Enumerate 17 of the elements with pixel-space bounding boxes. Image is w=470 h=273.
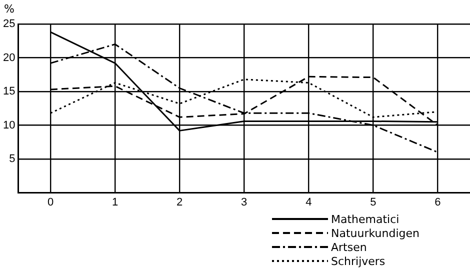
x-tick-label: 6 — [434, 196, 441, 208]
x-tick-label: 2 — [176, 196, 183, 208]
y-tick-label: 25 — [2, 18, 16, 30]
y-axis-title: % — [4, 2, 14, 16]
legend-label: Schrijvers — [331, 254, 386, 268]
legend-label: Mathematici — [331, 212, 400, 226]
legend-label: Artsen — [331, 240, 367, 254]
x-tick-label: 0 — [47, 196, 54, 208]
y-tick-label: 10 — [2, 119, 16, 132]
legend-label: Natuurkundigen — [331, 226, 420, 240]
x-tick-label: 1 — [112, 196, 118, 208]
x-tick-label: 4 — [306, 196, 312, 208]
y-tick-label: 15 — [2, 86, 16, 98]
x-tick-label: 3 — [241, 196, 248, 208]
y-tick-label: 20 — [2, 52, 16, 64]
y-tick-label: 5 — [9, 153, 16, 166]
x-tick-label: 5 — [370, 196, 376, 208]
